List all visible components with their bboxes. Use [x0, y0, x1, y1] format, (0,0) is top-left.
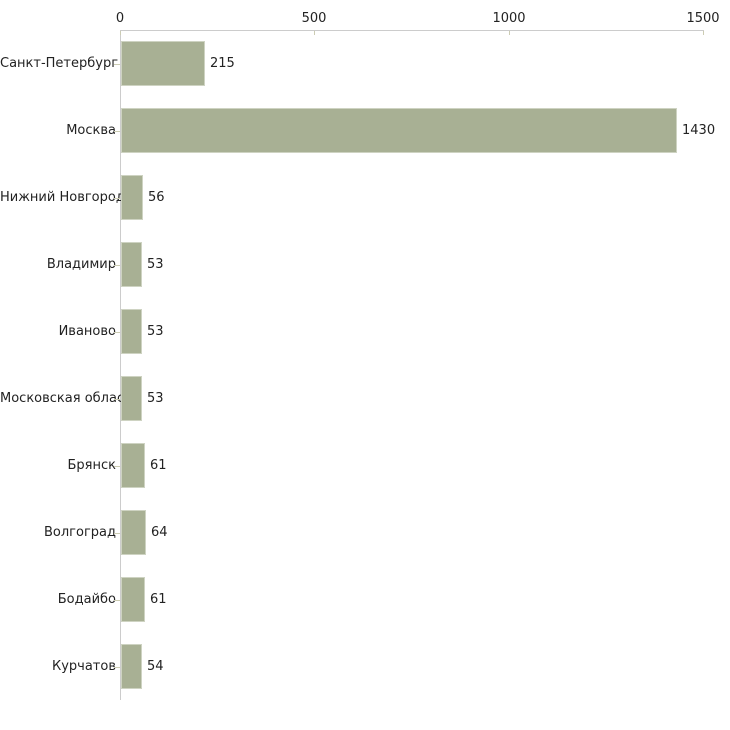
- category-label: Москва: [66, 123, 116, 138]
- value-label: 56: [148, 190, 165, 205]
- bar: [121, 577, 145, 622]
- bar: [121, 41, 205, 86]
- x-tick-mark: [314, 31, 315, 35]
- bar: [121, 443, 145, 488]
- bar: [121, 376, 142, 421]
- x-tick-label: 500: [301, 11, 327, 26]
- x-tick-mark: [703, 31, 704, 35]
- value-label: 54: [147, 659, 164, 674]
- value-label: 61: [150, 592, 167, 607]
- category-label: Иваново: [58, 324, 116, 339]
- bar: [121, 644, 142, 689]
- y-tick-mark: [114, 466, 120, 467]
- y-tick-mark: [114, 131, 120, 132]
- value-label: 215: [210, 56, 235, 71]
- bar: [121, 108, 677, 153]
- y-tick-mark: [114, 332, 120, 333]
- value-label: 53: [147, 324, 164, 339]
- x-tick-label: 1500: [686, 11, 720, 26]
- bar: [121, 309, 142, 354]
- value-label: 53: [147, 391, 164, 406]
- x-tick-mark: [120, 31, 121, 35]
- category-label: Волгоград: [43, 525, 116, 540]
- category-label: Курчатов: [51, 659, 116, 674]
- bar: [121, 242, 142, 287]
- category-label: Брянск: [67, 458, 117, 473]
- x-axis-line: [120, 30, 704, 31]
- y-tick-mark: [114, 265, 120, 266]
- x-tick-label: 0: [115, 11, 125, 26]
- category-label: Владимир: [46, 257, 116, 272]
- x-tick-label: 1000: [492, 11, 526, 26]
- x-tick-mark: [509, 31, 510, 35]
- category-label: Московская область: [0, 391, 140, 406]
- value-label: 61: [150, 458, 167, 473]
- bar: [121, 510, 146, 555]
- y-tick-mark: [114, 198, 120, 199]
- y-tick-mark: [114, 399, 120, 400]
- category-label: Нижний Новгород: [0, 190, 125, 205]
- y-tick-mark: [114, 533, 120, 534]
- y-tick-mark: [114, 600, 120, 601]
- y-tick-mark: [114, 667, 120, 668]
- y-tick-mark: [114, 64, 120, 65]
- y-axis-line: [120, 30, 121, 700]
- category-label: Санкт-Петербург: [0, 56, 119, 71]
- value-label: 64: [151, 525, 168, 540]
- value-label: 53: [147, 257, 164, 272]
- category-label: Бодайбо: [57, 592, 116, 607]
- bar: [121, 175, 143, 220]
- value-label: 1430: [682, 123, 716, 138]
